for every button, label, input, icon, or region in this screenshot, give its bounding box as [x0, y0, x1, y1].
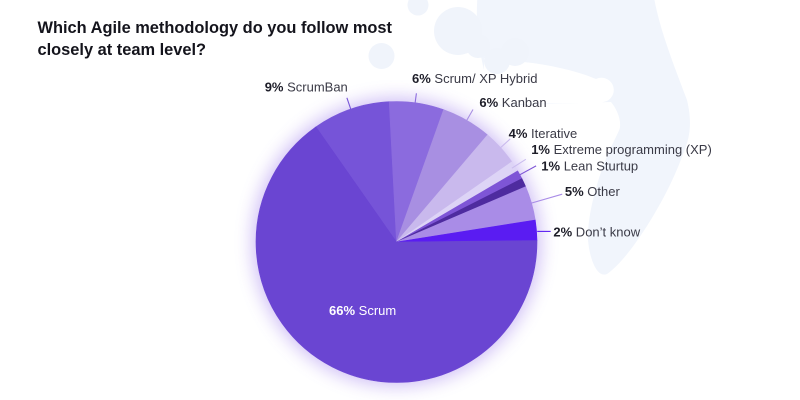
svg-text:1% Extreme programming (XP): 1% Extreme programming (XP) [531, 142, 712, 157]
svg-text:9% ScrumBan: 9% ScrumBan [265, 79, 348, 94]
svg-text:5% Other: 5% Other [565, 184, 621, 199]
svg-text:closely at team level?: closely at team level? [38, 41, 207, 59]
svg-text:4% Iterative: 4% Iterative [509, 126, 578, 141]
svg-text:66% Scrum: 66% Scrum [329, 303, 396, 318]
svg-text:Which Agile methodology do you: Which Agile methodology do you follow mo… [38, 19, 393, 37]
svg-text:1% Lean Sturtup: 1% Lean Sturtup [541, 159, 638, 174]
svg-text:6% Kanban: 6% Kanban [479, 95, 546, 110]
svg-text:6% Scrum/ XP Hybrid: 6% Scrum/ XP Hybrid [412, 71, 537, 86]
svg-text:2% Don’t know: 2% Don’t know [553, 225, 640, 240]
